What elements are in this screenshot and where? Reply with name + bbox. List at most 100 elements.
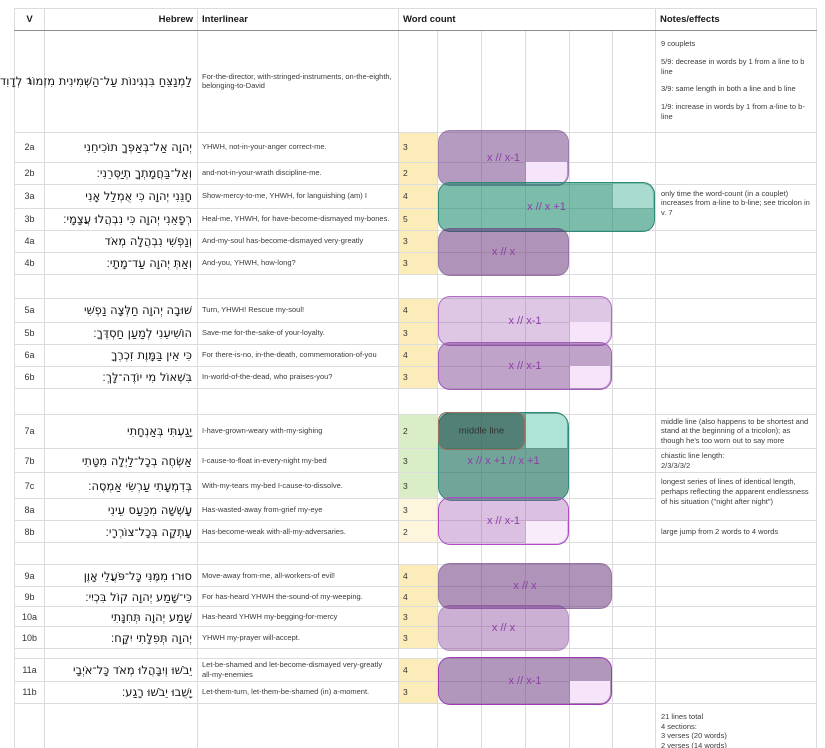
hebrew-text: יְהוָה תְּפִלָּתִי יִקָּח׃ <box>44 626 198 650</box>
note-text: only time the word-count (in a couplet) … <box>655 183 817 231</box>
verse-line-id: 6a <box>14 343 45 367</box>
grid-cell <box>525 30 570 133</box>
verse-line-id: 10a <box>14 606 45 628</box>
note-line: chiastic line length: <box>661 450 725 460</box>
grid-cell <box>612 387 656 415</box>
word-count-value: 3 <box>398 498 438 522</box>
empty-word-cell <box>569 366 610 388</box>
interlinear-text <box>197 273 399 299</box>
interlinear-text: Has-heard YHWH my-begging-for-mercy <box>197 606 399 628</box>
verse-line-id: 5b <box>14 321 45 345</box>
grid-cell <box>612 229 656 253</box>
note-line: middle line (also happens to be shortest… <box>661 416 809 446</box>
interlinear-text: For has-heard YHWH the-sound-of my-weepi… <box>197 586 399 608</box>
span-5ab-label: x // x-1 <box>508 315 542 327</box>
grid-cell <box>569 626 613 650</box>
span-10ab-label: x // x <box>491 621 516 634</box>
note-line: large jump from 2 words to 4 words <box>661 526 779 536</box>
grid-cell <box>569 161 613 185</box>
grid-cell <box>437 387 482 415</box>
analysis-grid: V Hebrew Interlinear Word count Notes/ef… <box>0 8 817 748</box>
note-line: 3 verses (20 words) <box>661 731 727 741</box>
verse-line-id: 1 <box>14 30 45 133</box>
row-6b: 6b בִּשְׁאוֹל מִי יוֹדֶה־לָּךְ׃ In-world-o… <box>14 365 817 389</box>
span-4ab <box>438 228 569 276</box>
word-count-value: 3 <box>398 680 438 704</box>
verse-line-id <box>14 387 45 415</box>
row-1: 1 לַמְנַצֵּחַ בִּנְגִינוֹת עַל־הַשְּׁמִינ… <box>0 30 817 133</box>
row-2b: 2b וְאַל־בַּחֲמָתְךָ תְיַסְּרֵנִי׃ and-not… <box>14 161 817 185</box>
interlinear-text: Turn, YHWH! Rescue my-soul! <box>197 297 399 323</box>
note-line: 2/3/3/3/2 <box>661 460 691 470</box>
grid-cell <box>612 520 656 544</box>
verse-line-id: 10b <box>14 626 45 650</box>
verse-line-id: 9b <box>14 586 45 608</box>
col-header-word-count: Word count <box>398 8 656 31</box>
note-text <box>655 658 817 682</box>
empty-word-cell <box>525 520 567 543</box>
note-text <box>655 680 817 704</box>
hebrew-text: שׁוּבָה יְהוָה חַלְּצָה נַפְשִׁי <box>44 297 198 323</box>
grid-cell <box>612 251 656 275</box>
verse-line-id: 4b <box>14 251 45 275</box>
word-count-value: 4 <box>398 297 438 323</box>
span-7abc <box>438 412 569 501</box>
col-header-interlinear: Interlinear <box>197 8 399 31</box>
row-11b: 11b יָשֻׁבוּ יֵבֹשׁוּ רָגַע׃ Let-them-turn… <box>14 680 817 704</box>
word-count-value <box>398 648 438 660</box>
grid-cell <box>612 680 656 704</box>
note-line: 1/9: increase in words by 1 from a-line … <box>661 102 805 121</box>
grid-cell <box>612 161 656 185</box>
row-5b: 5b הוֹשִׁיעֵנִי לְמַעַן חַסְדֶּךָ׃ Save-me… <box>14 321 817 345</box>
header-row: V Hebrew Interlinear Word count Notes/ef… <box>14 8 817 31</box>
grid-cell <box>612 297 656 323</box>
word-count-value <box>398 273 438 299</box>
middle-line-box-label: middle line <box>458 425 505 437</box>
verse-line-id: 3a <box>14 183 45 209</box>
note-text: middle line (also happens to be shortest… <box>655 413 817 449</box>
empty-word-cell <box>612 184 653 208</box>
span-9ab <box>438 562 612 609</box>
grid-cell <box>481 30 526 133</box>
grid-cell <box>481 387 526 415</box>
note-text: 21 lines total 4 sections: 3 verses (20 wo… <box>655 702 817 748</box>
grid-cell <box>525 297 570 323</box>
gap-row <box>14 648 817 660</box>
word-count-value <box>398 542 438 566</box>
span-11ab-label: x // x-1 <box>508 675 542 687</box>
row-10a: 10a שָׁמַע יְהוָה תְּחִנָּתִי Has-heard YH… <box>14 606 817 628</box>
interlinear-text: Show-mercy-to-me, YHWH, for languishing … <box>197 183 399 209</box>
grid-cell <box>612 273 656 299</box>
grid-cell <box>612 131 656 163</box>
span-3ab-label: x // x +1 <box>527 201 566 213</box>
interlinear-text: And-my-soul has-become-dismayed very-gre… <box>197 229 399 253</box>
hebrew-text: רְפָאֵנִי יְהוָה כִּי נִבְהֲלוּ עֲצָמָי׃ <box>44 207 198 231</box>
hebrew-text: יָגַעְתִּי בְּאַנְחָתִי <box>44 413 198 449</box>
note-text <box>655 229 817 253</box>
word-count-value: 3 <box>398 365 438 389</box>
row-8a: 8a עָשְׁשָׁה מִכַּעַס עֵינִי Has-wasted-aw… <box>14 498 817 522</box>
word-count-value: 3 <box>398 447 438 474</box>
row-7b: 7b אַשְׂחֶה בְכָל־לַיְלָה מִטָּתִי I-cause… <box>14 447 817 474</box>
span-7abc-label: x // x +1 // x +1 <box>467 454 540 467</box>
grid-cell <box>481 702 526 748</box>
interlinear-text: For-the-director, with-stringed-instrume… <box>197 30 399 133</box>
hebrew-text <box>44 542 198 566</box>
word-count-value <box>398 30 438 133</box>
grid-cell <box>569 520 613 544</box>
grid-cell <box>569 413 613 449</box>
grid-cell <box>612 564 656 588</box>
verse-line-id: 8a <box>14 498 45 522</box>
row-7c: 7c בְּדִמְעָתִי עַרְשִׂי אַמְסֶה׃ With-my-… <box>14 472 817 522</box>
word-count-value: 4 <box>398 658 438 682</box>
grid-cell <box>481 542 526 566</box>
note-text <box>655 321 817 345</box>
word-count-value: 2 <box>398 413 438 449</box>
verse-line-id <box>14 273 45 299</box>
interlinear-text: and-not-in-your-wrath discipline-me. <box>197 161 399 185</box>
row-8b: 8b עָתְקָה בְּכָל־צוֹרְרָי׃ Has-become-wea… <box>14 520 817 544</box>
hebrew-text <box>44 387 198 415</box>
col-header-notes: Notes/effects <box>655 8 817 31</box>
note-text <box>655 648 817 660</box>
